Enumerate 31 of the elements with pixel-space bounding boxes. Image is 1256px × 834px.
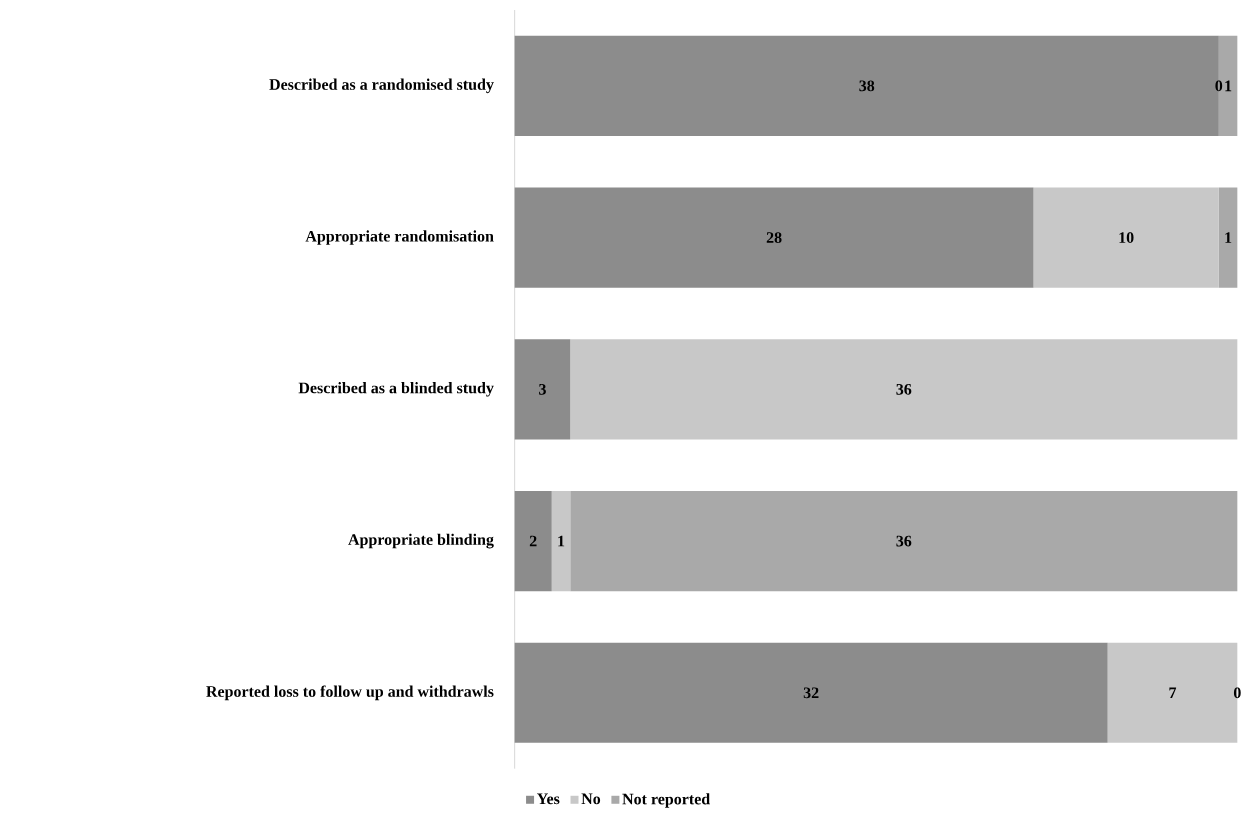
data-label: 1 [558, 535, 565, 547]
bar [1033, 187, 1219, 288]
bar [1218, 187, 1238, 288]
data-label: 0 [1233, 687, 1241, 699]
bar [570, 490, 1238, 592]
data-label: 10 [1119, 232, 1134, 243]
y-tick-label: Described as a blinded study [298, 382, 494, 397]
y-tick-label: Appropriate randomisation [305, 230, 494, 245]
y-tick-label: Reported loss to follow up and withdrawls [206, 685, 494, 701]
data-label: 7 [1169, 687, 1177, 699]
bar [514, 642, 1108, 743]
legend-label: Not reported [622, 793, 711, 808]
y-tick-label: Appropriate blinding [348, 533, 494, 549]
legend-label: Yes [537, 793, 560, 805]
data-label: 32 [803, 687, 819, 699]
bar [514, 339, 571, 440]
data-label: 36 [896, 535, 912, 547]
bar [551, 490, 571, 592]
y-tick-label: Described as a randomised study [269, 78, 494, 94]
data-label: 36 [896, 383, 912, 395]
bar [570, 339, 1238, 440]
bar [514, 490, 552, 592]
data-label: 3 [539, 383, 546, 395]
bar [514, 187, 1034, 288]
legend-label: No [581, 793, 601, 805]
data-label: 1 [1225, 232, 1232, 243]
data-label: 1 [1225, 80, 1232, 92]
data-label: 2 [529, 535, 537, 547]
data-label: 28 [766, 232, 782, 243]
data-label: 38 [859, 80, 875, 92]
data-label: 0 [1215, 80, 1223, 92]
